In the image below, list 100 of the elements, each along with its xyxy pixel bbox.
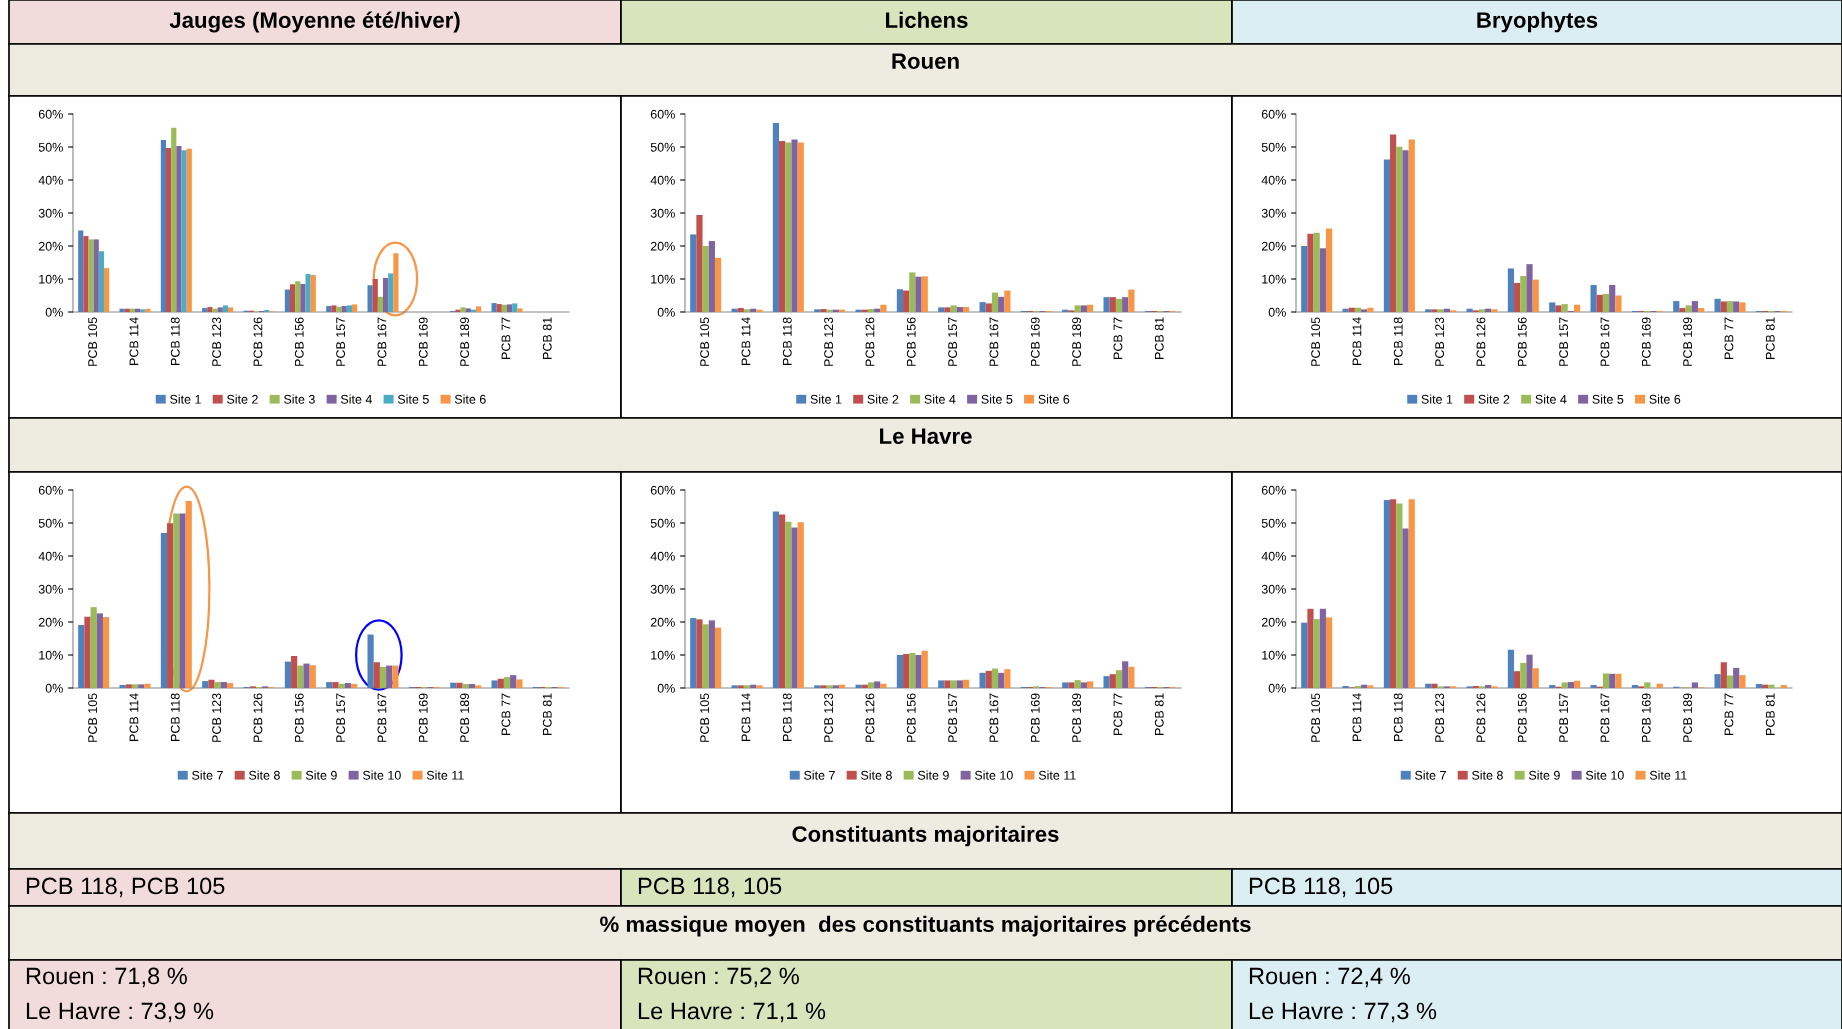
y-tick-label: 10%: [39, 274, 63, 284]
bar: [1396, 503, 1403, 688]
bar: [779, 141, 786, 312]
bar: [1443, 308, 1450, 312]
bar: [1367, 685, 1374, 688]
bar: [1631, 685, 1639, 688]
bar: [772, 511, 780, 688]
x-tick-label: PCB 118: [1393, 693, 1403, 741]
y-tick-label: 50%: [1261, 518, 1286, 528]
bar: [915, 655, 922, 688]
bar: [1425, 309, 1432, 312]
bar: [731, 308, 738, 312]
bar: [392, 665, 399, 688]
x-tick-label: PCB 189: [1072, 693, 1082, 742]
bar: [921, 650, 928, 688]
x-tick-label: PCB 81: [542, 317, 552, 359]
bar: [1485, 685, 1492, 688]
bar: [291, 655, 298, 688]
bar: [104, 268, 110, 312]
bar: [372, 279, 378, 312]
x-tick-label: PCB 81: [542, 693, 552, 735]
bar: [903, 654, 910, 688]
legend-label: Site 9: [917, 770, 949, 780]
bar: [310, 275, 316, 312]
bar: [1068, 682, 1075, 688]
x-tick-label: PCB 77: [1724, 693, 1734, 735]
x-tick-label: PCB 189: [460, 317, 470, 366]
x-tick-label: PCB 169: [1641, 693, 1651, 742]
bar: [1644, 682, 1651, 688]
legend-label: Site 4: [340, 394, 372, 404]
bar: [496, 304, 502, 312]
bar: [756, 685, 763, 688]
bar: [785, 142, 792, 312]
y-tick-label: 30%: [38, 584, 63, 594]
y-tick-label: 30%: [38, 208, 63, 218]
bar: [96, 613, 103, 688]
legend-label: Site 5: [1592, 394, 1624, 404]
bar: [341, 306, 347, 312]
legend-label: Site 10: [1585, 770, 1624, 780]
bar: [874, 681, 881, 688]
legend-label: Site 1: [1421, 394, 1453, 404]
bar: [791, 527, 798, 688]
bar: [393, 253, 399, 312]
x-tick-label: PCB 77: [1113, 317, 1123, 359]
x-tick-label: PCB 114: [1352, 317, 1362, 365]
legend-label: Site 5: [397, 394, 429, 404]
bar: [181, 150, 187, 312]
bar: [1383, 499, 1391, 688]
text: Jauges (Moyenne été/hiver): [169, 11, 460, 33]
bar: [708, 241, 715, 312]
bar: [1062, 682, 1069, 688]
bar: [743, 685, 751, 688]
bar: [326, 306, 332, 312]
bar: [300, 283, 306, 312]
bar: [867, 682, 875, 688]
bar: [1507, 268, 1515, 312]
bar: [1573, 304, 1581, 312]
x-tick-label: PCB 126: [253, 693, 263, 742]
bar: [501, 304, 507, 312]
bar: [171, 127, 177, 312]
x-tick-label: PCB 126: [865, 317, 875, 366]
bar: [1074, 305, 1081, 312]
bar: [737, 308, 744, 312]
bar: [507, 304, 513, 312]
bar: [295, 281, 301, 312]
bar: [1726, 301, 1734, 312]
bar: [880, 304, 887, 312]
y-tick-label: 50%: [38, 142, 63, 152]
x-tick-label: PCB 123: [212, 317, 222, 366]
bar: [305, 274, 311, 312]
bar: [1080, 305, 1087, 312]
bar: [336, 306, 342, 312]
bar: [1526, 654, 1533, 688]
x-tick-label: PCB 189: [1683, 317, 1693, 366]
bar: [998, 296, 1005, 312]
bar: [1319, 248, 1326, 312]
x-tick-label: PCB 169: [1030, 693, 1040, 742]
x-tick-label: PCB 157: [336, 317, 346, 366]
bar: [222, 305, 228, 312]
bar: [166, 147, 172, 312]
bar: [909, 272, 916, 312]
bar: [1691, 301, 1698, 312]
bar: [1549, 302, 1556, 312]
bar: [826, 685, 833, 688]
bar: [1602, 673, 1610, 688]
x-tick-label: PCB 189: [1072, 317, 1082, 366]
bar: [1739, 302, 1746, 312]
x-tick-label: PCB 77: [501, 317, 511, 359]
bar: [138, 684, 145, 688]
bar: [1609, 673, 1616, 688]
y-tick-label: 30%: [650, 208, 675, 218]
bar: [1342, 308, 1349, 312]
y-tick-label: 20%: [1261, 241, 1286, 251]
bar: [1390, 134, 1397, 312]
bar: [731, 685, 738, 688]
bar: [1408, 499, 1415, 688]
text: Le Havre : 73,9 %: [26, 1002, 214, 1023]
x-tick-label: PCB 189: [460, 693, 470, 742]
x-tick-label: PCB 105: [1311, 693, 1321, 742]
bar: [1755, 684, 1763, 688]
